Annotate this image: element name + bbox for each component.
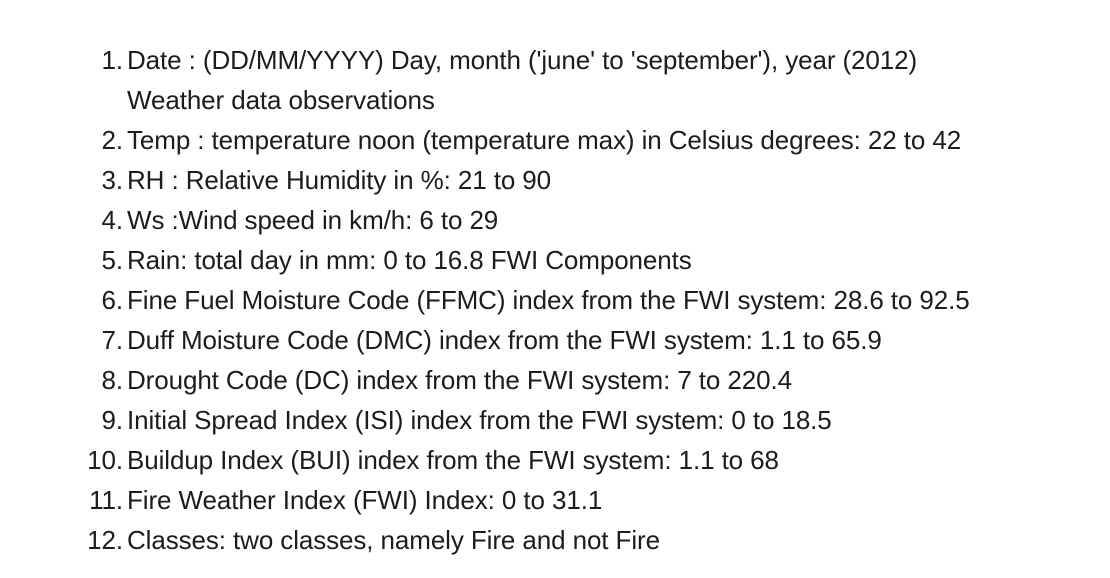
list-item-number: 1. <box>101 45 124 75</box>
list-item-text: Ws :Wind speed in km/h: 6 to 29 <box>127 200 1110 240</box>
list-item-text: Drought Code (DC) index from the FWI sys… <box>127 360 1110 400</box>
list-item-text: RH : Relative Humidity in %: 21 to 90 <box>127 160 1110 200</box>
list-item-line: Initial Spread Index (ISI) index from th… <box>127 405 832 435</box>
list-item-line: Weather data observations <box>127 85 435 115</box>
list-item-text: Duff Moisture Code (DMC) index from the … <box>127 320 1110 360</box>
list-item-line: Ws :Wind speed in km/h: 6 to 29 <box>127 205 499 235</box>
list-item: 6. Fine Fuel Moisture Code (FFMC) index … <box>0 280 1110 320</box>
list-item: 7. Duff Moisture Code (DMC) index from t… <box>0 320 1110 360</box>
list-item-text: Fine Fuel Moisture Code (FFMC) index fro… <box>127 280 1110 320</box>
list-item: 5. Rain: total day in mm: 0 to 16.8 FWI … <box>0 240 1110 280</box>
list-item-number: 12. <box>87 525 123 555</box>
list-item-text: Buildup Index (BUI) index from the FWI s… <box>127 440 1110 480</box>
list-item-number: 2. <box>101 125 124 155</box>
list-item-line: Duff Moisture Code (DMC) index from the … <box>127 325 882 355</box>
list-item-number: 8. <box>101 365 124 395</box>
list-item: 10. Buildup Index (BUI) index from the F… <box>0 440 1110 480</box>
list-item-line: Buildup Index (BUI) index from the FWI s… <box>127 445 779 475</box>
list-item-text: Rain: total day in mm: 0 to 16.8 FWI Com… <box>127 240 1110 280</box>
list-item: 9. Initial Spread Index (ISI) index from… <box>0 400 1110 440</box>
list-item-text: Classes: two classes, namely Fire and no… <box>127 520 1110 560</box>
list-item-number: 11. <box>89 485 123 515</box>
list-item-number: 6. <box>101 285 124 315</box>
list-item: 4. Ws :Wind speed in km/h: 6 to 29 <box>0 200 1110 240</box>
list-item-text: Initial Spread Index (ISI) index from th… <box>127 400 1110 440</box>
list-item: 11. Fire Weather Index (FWI) Index: 0 to… <box>0 480 1110 520</box>
list-item-line: Fire Weather Index (FWI) Index: 0 to 31.… <box>127 485 603 515</box>
list-item-line: Classes: two classes, namely Fire and no… <box>127 525 660 555</box>
list-item: 1. Date : (DD/MM/YYYY) Day, month ('june… <box>0 40 1110 120</box>
list-item-number: 9. <box>101 405 124 435</box>
list-item-text: Fire Weather Index (FWI) Index: 0 to 31.… <box>127 480 1110 520</box>
list-item: 2. Temp : temperature noon (temperature … <box>0 120 1110 160</box>
list-item-line: Date : (DD/MM/YYYY) Day, month ('june' t… <box>127 45 918 75</box>
attribute-list: 1. Date : (DD/MM/YYYY) Day, month ('june… <box>0 40 1110 560</box>
list-item-text: Date : (DD/MM/YYYY) Day, month ('june' t… <box>127 40 1110 120</box>
list-item-line: RH : Relative Humidity in %: 21 to 90 <box>127 165 552 195</box>
list-item-line: Temp : temperature noon (temperature max… <box>127 125 962 155</box>
list-item-line: Fine Fuel Moisture Code (FFMC) index fro… <box>127 285 970 315</box>
list-item-number: 5. <box>101 245 124 275</box>
list-item-line: Rain: total day in mm: 0 to 16.8 FWI Com… <box>127 245 692 275</box>
list-item: 12. Classes: two classes, namely Fire an… <box>0 520 1110 560</box>
list-item-text: Temp : temperature noon (temperature max… <box>127 120 1110 160</box>
list-item-number: 7. <box>101 325 124 355</box>
list-item-number: 10. <box>87 445 123 475</box>
list-item: 3. RH : Relative Humidity in %: 21 to 90 <box>0 160 1110 200</box>
list-item: 8. Drought Code (DC) index from the FWI … <box>0 360 1110 400</box>
list-item-number: 3. <box>101 165 124 195</box>
list-item-number: 4. <box>101 205 124 235</box>
list-item-line: Drought Code (DC) index from the FWI sys… <box>127 365 792 395</box>
